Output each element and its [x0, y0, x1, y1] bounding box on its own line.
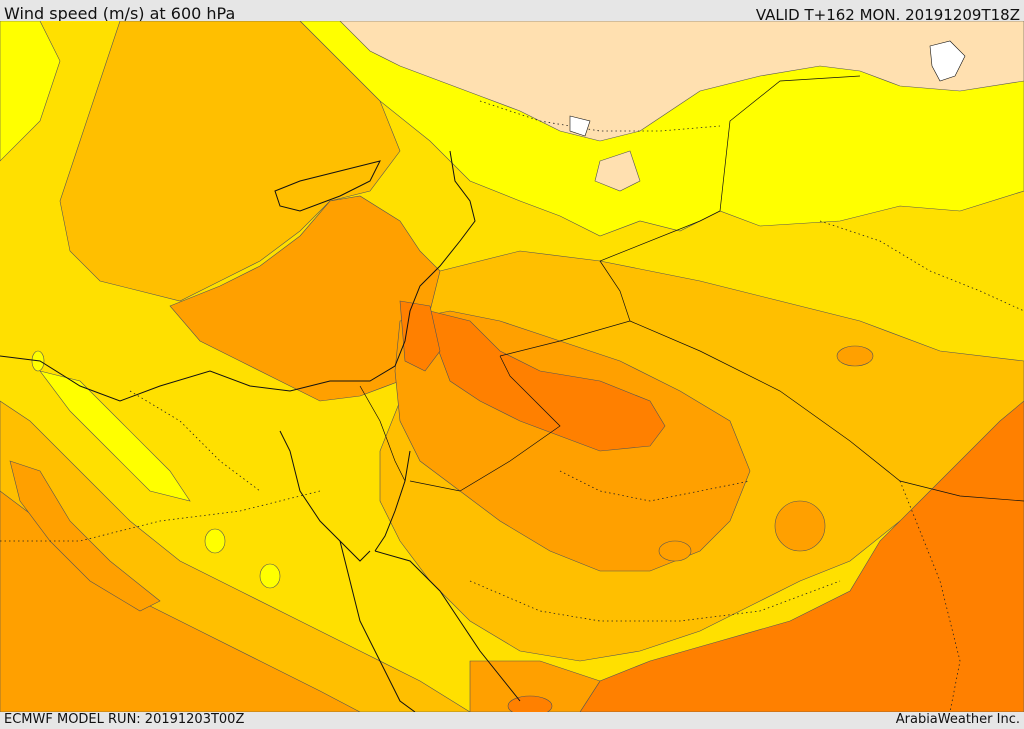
dotted-borders — [0, 100, 1024, 712]
dark-orange-region-southeast — [579, 400, 1024, 712]
credit-label: ArabiaWeather Inc. — [895, 712, 1020, 727]
light-yellow-region-west — [0, 21, 61, 162]
lake-van — [929, 40, 966, 82]
orange-patch-3 — [836, 345, 874, 367]
map-title: Wind speed (m/s) at 600 hPa — [4, 4, 236, 23]
orange-region-south — [469, 660, 601, 712]
dark-orange-core-coast — [399, 300, 441, 372]
yellow-patch-2 — [259, 563, 281, 589]
country-borders — [359, 75, 1024, 502]
model-run-label: ECMWF MODEL RUN: 20191203T00Z — [4, 712, 245, 727]
pale-peach-patch — [594, 150, 641, 192]
dark-orange-core-jordan — [429, 310, 666, 452]
pale-peach-region-north — [339, 21, 1024, 142]
yellow-patch-1 — [204, 528, 226, 554]
coastlines — [0, 150, 521, 712]
orange-patch-2 — [774, 500, 826, 552]
wind-speed-map — [0, 21, 1024, 712]
orange-patch-1 — [658, 540, 692, 562]
light-orange-region-west — [59, 21, 401, 302]
valid-time: VALID T+162 MON. 20191209T18Z — [755, 6, 1020, 24]
light-yellow-strip-sw — [39, 370, 191, 502]
dark-orange-patch-southwest — [9, 460, 161, 612]
lake-tuz — [569, 115, 591, 137]
